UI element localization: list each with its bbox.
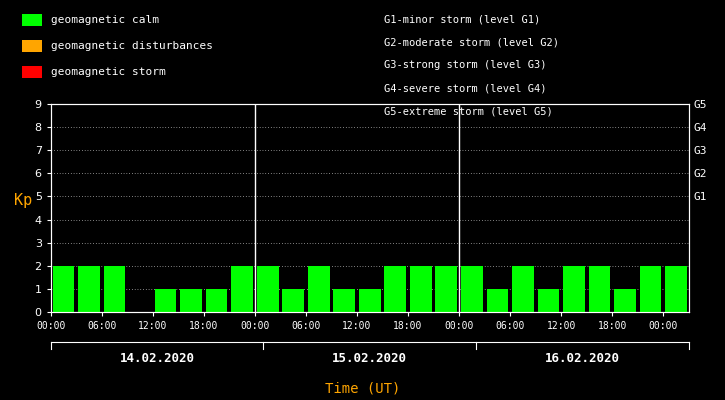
Bar [512, 266, 534, 312]
Text: G5-extreme storm (level G5): G5-extreme storm (level G5) [384, 107, 553, 117]
Bar [537, 289, 559, 312]
Text: 16.02.2020: 16.02.2020 [545, 352, 620, 365]
Text: G4-severe storm (level G4): G4-severe storm (level G4) [384, 84, 547, 94]
Bar [104, 266, 125, 312]
Bar [308, 266, 330, 312]
Bar [181, 289, 202, 312]
Bar [410, 266, 431, 312]
Bar [334, 289, 355, 312]
Bar [231, 266, 253, 312]
Bar [589, 266, 610, 312]
Text: geomagnetic calm: geomagnetic calm [51, 15, 159, 25]
Bar [53, 266, 75, 312]
Bar [384, 266, 406, 312]
Bar [563, 266, 585, 312]
Text: Time (UT): Time (UT) [325, 382, 400, 396]
Bar [461, 266, 483, 312]
Text: G3-strong storm (level G3): G3-strong storm (level G3) [384, 60, 547, 70]
Bar [282, 289, 304, 312]
Bar [436, 266, 457, 312]
Text: G1-minor storm (level G1): G1-minor storm (level G1) [384, 14, 541, 24]
Text: 14.02.2020: 14.02.2020 [120, 352, 194, 365]
Text: G2-moderate storm (level G2): G2-moderate storm (level G2) [384, 37, 559, 47]
Bar [359, 289, 381, 312]
Bar [486, 289, 508, 312]
Bar [665, 266, 687, 312]
Bar [257, 266, 278, 312]
Y-axis label: Kp: Kp [14, 193, 33, 208]
Bar [614, 289, 636, 312]
Bar [78, 266, 100, 312]
Bar [154, 289, 176, 312]
Bar [639, 266, 661, 312]
Text: geomagnetic disturbances: geomagnetic disturbances [51, 41, 212, 51]
Text: geomagnetic storm: geomagnetic storm [51, 67, 165, 77]
Bar [206, 289, 228, 312]
Text: 15.02.2020: 15.02.2020 [332, 352, 407, 365]
